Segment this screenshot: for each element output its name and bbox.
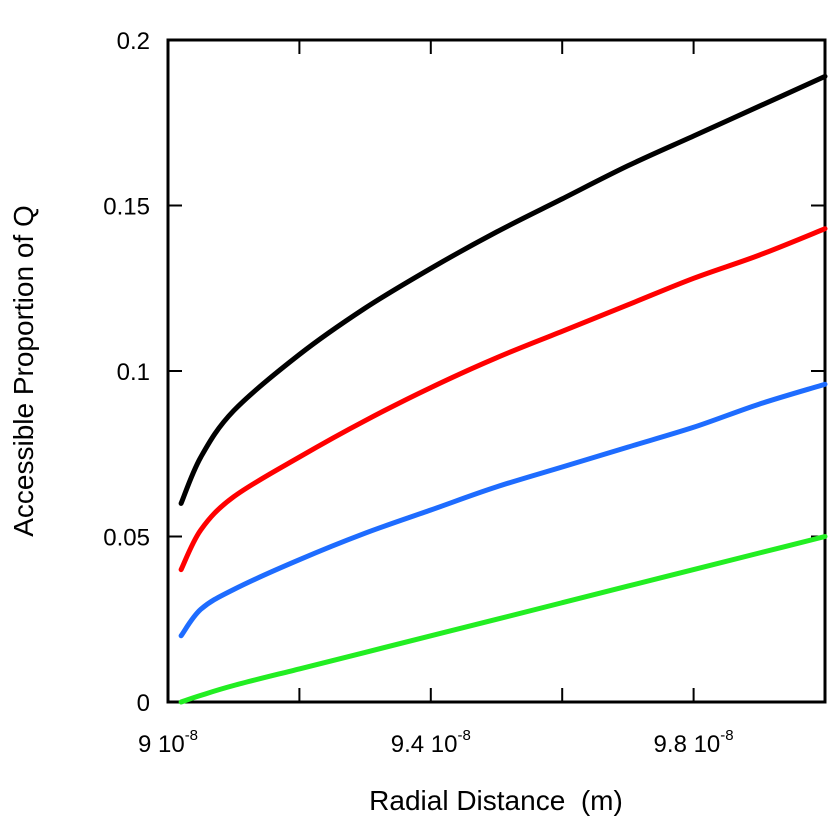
series-line-0	[178, 73, 828, 506]
x-tick-label-1: 9.4 10-8	[391, 727, 471, 758]
series-line-3	[178, 534, 828, 705]
plot-frame	[166, 38, 827, 704]
axis-ticks	[167, 39, 826, 703]
y-tick-label-4: 0.2	[117, 28, 150, 55]
y-tick-label-2: 0.1	[117, 359, 150, 386]
y-tick-label-0: 0	[137, 690, 150, 717]
x-tick-label-2: 9.8 10-8	[654, 727, 734, 758]
series-line-1	[178, 226, 828, 573]
y-tick-label-3: 0.15	[103, 194, 150, 221]
y-axis-label: Accessible Proportion of Q	[8, 205, 39, 537]
x-axis-label: Radial Distance (m)	[369, 785, 623, 816]
x-tick-labels: 9 10-8 9.4 10-8 9.8 10-8	[138, 727, 734, 758]
series-line-2	[178, 381, 828, 639]
x-tick-label-0: 9 10-8	[138, 727, 198, 758]
series-lines	[178, 73, 828, 705]
y-tick-label-1: 0.05	[103, 525, 150, 552]
y-tick-labels: 0 0.05 0.1 0.15 0.2	[103, 28, 150, 717]
